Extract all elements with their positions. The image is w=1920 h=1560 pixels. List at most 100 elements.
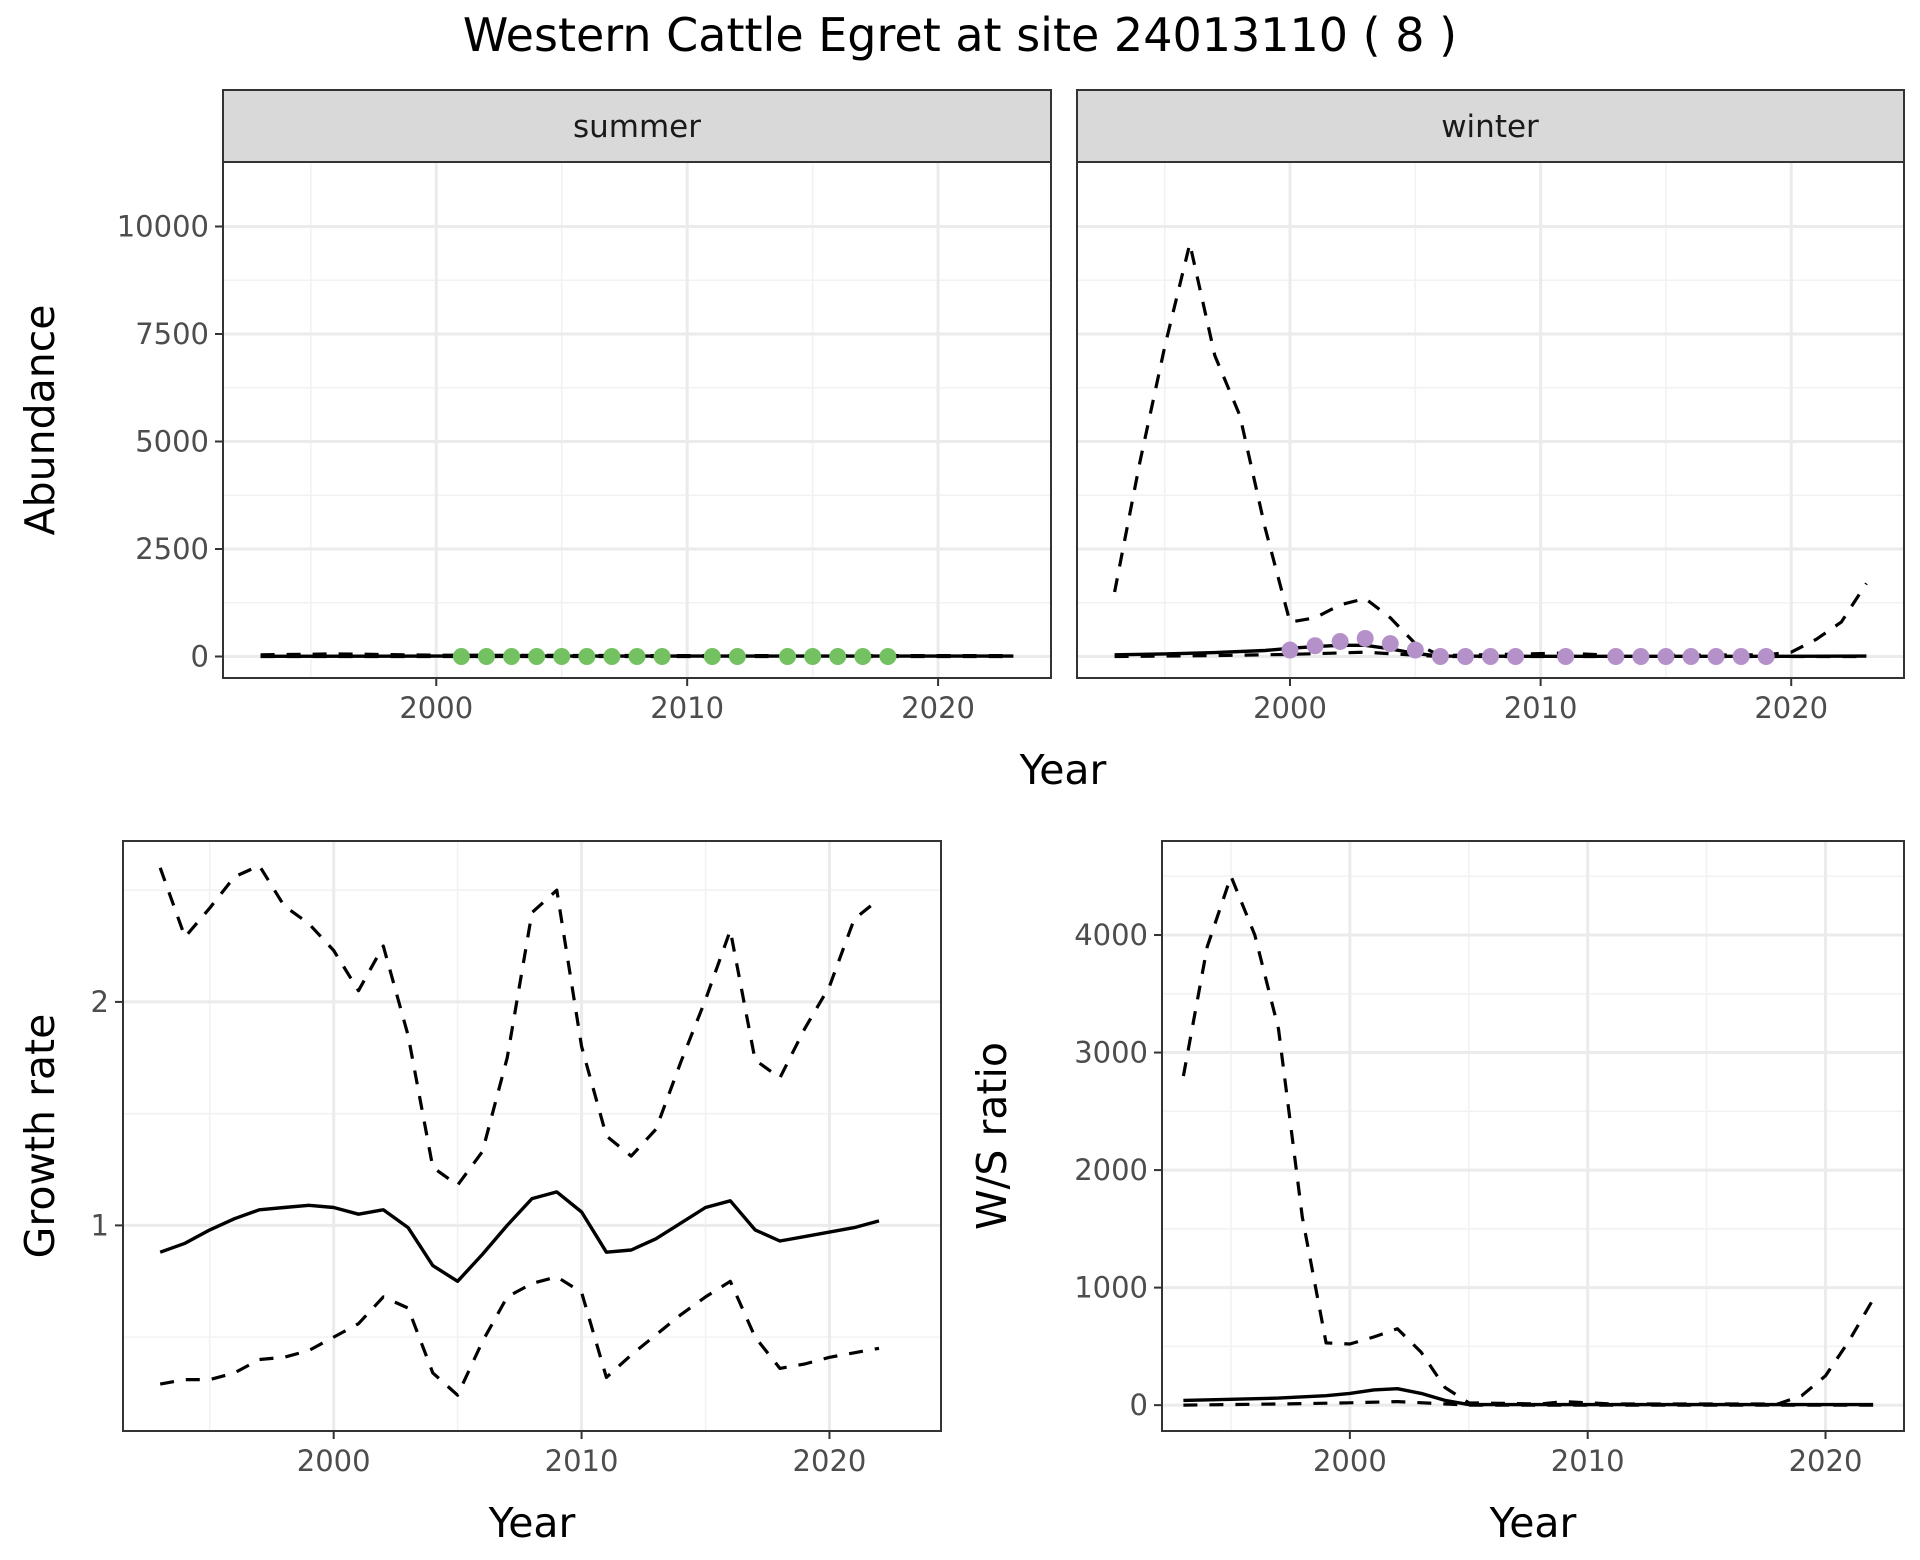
data-point xyxy=(603,648,621,665)
data-point xyxy=(628,648,646,665)
growth-x-ticks: 2000 2010 2020 xyxy=(297,1431,867,1478)
data-point xyxy=(1732,648,1750,665)
data-point xyxy=(779,648,797,665)
summer-x-ticks: 2000 2010 2020 xyxy=(399,678,975,725)
y-tick-label: 2000 xyxy=(1074,1153,1148,1187)
data-point xyxy=(1657,648,1675,665)
summer-grid xyxy=(223,162,1051,678)
data-point xyxy=(829,648,847,665)
data-point xyxy=(1306,637,1324,655)
data-point xyxy=(1632,648,1650,665)
growth-plot-border xyxy=(122,840,942,1432)
data-point xyxy=(1757,648,1775,665)
growth-y-axis-label: Growth rate xyxy=(16,1014,64,1259)
x-tick-label: 2020 xyxy=(793,1444,867,1478)
summer-points xyxy=(452,648,897,665)
strip-label-winter: winter xyxy=(1441,109,1539,145)
data-point xyxy=(703,648,721,665)
winter-points xyxy=(1281,629,1775,665)
growth-lower-ci-line xyxy=(159,1275,880,1397)
abundance-y-ticks: 0 2500 5000 7500 10000 xyxy=(117,210,223,674)
ratio-y-axis-label: W/S ratio xyxy=(968,1042,1016,1230)
data-point xyxy=(1456,648,1474,665)
y-tick-label: 3000 xyxy=(1074,1036,1148,1070)
panel-ratio: 0 1000 2000 3000 4000 2000 2010 2020 Year W/S … xyxy=(968,840,1905,1547)
data-point xyxy=(1281,641,1299,659)
growth-fit-line xyxy=(159,1190,880,1283)
winter-plot-border xyxy=(1076,161,1905,679)
summer-upper-ci-line xyxy=(260,652,1014,658)
data-point xyxy=(1381,635,1399,653)
data-point xyxy=(1707,648,1725,665)
ratio-upper-ci-line xyxy=(1181,874,1875,1406)
x-tick-label: 2020 xyxy=(1789,1444,1863,1478)
data-point xyxy=(1557,648,1575,665)
data-point xyxy=(578,648,596,665)
panel-winter: winter 2000 2010 2020 xyxy=(1076,89,1905,725)
y-tick-label: 1000 xyxy=(1074,1271,1148,1305)
y-tick-label: 2500 xyxy=(135,532,209,566)
data-point xyxy=(804,648,822,665)
data-point xyxy=(1507,648,1525,665)
x-tick-label: 2020 xyxy=(901,691,975,725)
ratio-x-ticks: 2000 2010 2020 xyxy=(1313,1431,1862,1478)
data-point xyxy=(553,648,571,665)
growth-upper-ci-line xyxy=(158,864,881,1187)
growth-grid xyxy=(123,841,941,1431)
data-point xyxy=(1331,632,1349,650)
x-tick-label: 2000 xyxy=(1313,1444,1387,1478)
summer-plot-border xyxy=(222,161,1052,679)
data-point xyxy=(477,648,495,665)
data-point xyxy=(1682,648,1700,665)
x-tick-label: 2010 xyxy=(1504,691,1578,725)
chart-title: Western Cattle Egret at site 24013110 ( … xyxy=(462,8,1458,62)
ratio-y-ticks: 0 1000 2000 3000 4000 xyxy=(1074,918,1162,1422)
y-tick-label: 0 xyxy=(191,640,209,674)
x-tick-label: 2000 xyxy=(1253,691,1327,725)
data-point xyxy=(728,648,746,665)
y-tick-label: 0 xyxy=(1130,1388,1148,1422)
data-point xyxy=(653,648,671,665)
x-tick-label: 2020 xyxy=(1754,691,1828,725)
data-point xyxy=(1356,629,1374,647)
ratio-lines xyxy=(1181,874,1875,1407)
data-point xyxy=(1607,648,1625,665)
data-point xyxy=(879,648,897,665)
data-point xyxy=(528,648,546,665)
x-tick-label: 2010 xyxy=(650,691,724,725)
panel-summer: summer 0 2500 5000 7500 10000 2000 2010 2020 xyxy=(117,89,1052,725)
strip-winter xyxy=(1076,89,1905,163)
ratio-fit-line xyxy=(1183,1387,1874,1407)
y-tick-label: 2 xyxy=(91,985,109,1019)
strip-label-summer: summer xyxy=(573,109,701,145)
data-point xyxy=(854,648,872,665)
ratio-grid xyxy=(1162,841,1904,1431)
ratio-x-axis-label: Year xyxy=(1489,1499,1577,1547)
y-tick-label: 1 xyxy=(91,1208,109,1242)
growth-x-axis-label: Year xyxy=(488,1499,576,1547)
x-tick-label: 2000 xyxy=(399,691,473,725)
data-point xyxy=(1431,648,1449,665)
y-tick-label: 10000 xyxy=(117,210,209,244)
x-tick-label: 2010 xyxy=(545,1444,619,1478)
data-point xyxy=(452,648,470,665)
data-point xyxy=(1406,641,1424,659)
strip-summer xyxy=(222,89,1052,163)
abundance-x-axis-label: Year xyxy=(1019,746,1107,794)
x-tick-label: 2000 xyxy=(297,1444,371,1478)
y-tick-label: 5000 xyxy=(135,425,209,459)
ratio-plot-border xyxy=(1161,840,1905,1432)
data-point xyxy=(503,648,521,665)
data-point xyxy=(1482,648,1499,665)
winter-grid xyxy=(1077,162,1904,678)
winter-x-ticks: 2000 2010 2020 xyxy=(1253,678,1828,725)
winter-lines xyxy=(1113,242,1868,659)
x-tick-label: 2010 xyxy=(1551,1444,1625,1478)
ratio-lower-ci-line xyxy=(1183,1400,1874,1407)
y-tick-label: 7500 xyxy=(135,317,209,351)
winter-upper-ci-line xyxy=(1113,242,1868,658)
y-tick-label: 4000 xyxy=(1074,918,1148,952)
growth-lines xyxy=(158,864,881,1397)
growth-y-ticks: 12 xyxy=(91,985,123,1242)
